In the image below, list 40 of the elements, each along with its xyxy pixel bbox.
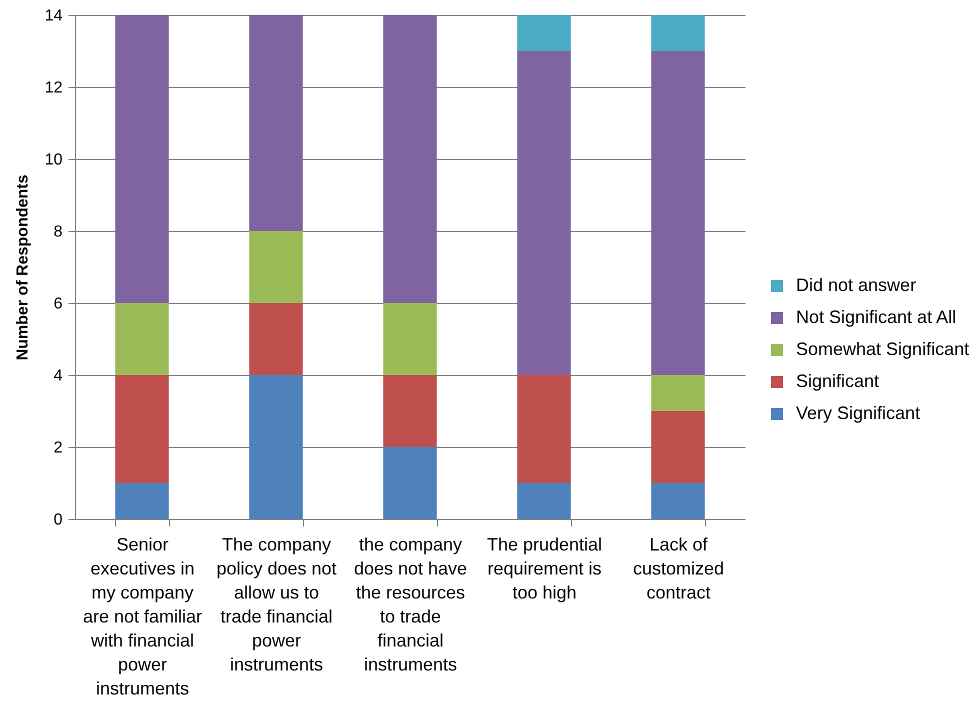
bar — [249, 375, 303, 519]
bar — [383, 375, 437, 447]
bar — [517, 51, 571, 375]
bar — [249, 15, 303, 231]
legend-label: Significant — [796, 371, 880, 391]
y-tick-label: 14 — [44, 8, 63, 24]
y-tick-label: 8 — [54, 224, 63, 240]
legend-label: Somewhat Significant — [796, 339, 970, 359]
y-tick-label: 6 — [54, 296, 63, 312]
bar — [383, 447, 437, 519]
bar — [651, 15, 705, 51]
legend-label: Very Significant — [796, 403, 920, 423]
y-tick-label: 10 — [44, 152, 63, 168]
bar — [651, 375, 705, 411]
bar — [115, 303, 169, 375]
legend-label: Not Significant at All — [796, 307, 956, 327]
bar — [115, 375, 169, 483]
bar — [249, 303, 303, 375]
x-tick-label: Senior executives in my company are not familiar with financial power instruments — [82, 534, 202, 698]
y-tick-label: 12 — [44, 80, 63, 96]
bar — [249, 231, 303, 303]
y-tick-label: 2 — [54, 440, 63, 456]
bar — [383, 303, 437, 375]
x-tick-label: the company does not have the resources to trade financial instruments — [354, 534, 468, 674]
x-tick-label: The company policy does not allow us to trade financial power instruments — [216, 534, 337, 674]
bar — [651, 411, 705, 483]
y-tick-label: 4 — [54, 368, 63, 384]
bar — [517, 375, 571, 483]
bar — [383, 15, 437, 303]
bar — [651, 51, 705, 375]
bar — [651, 483, 705, 519]
y-axis-title: Number of Respondents — [14, 174, 32, 360]
bar — [517, 483, 571, 519]
legend-label: Did not answer — [796, 275, 916, 295]
bar — [115, 15, 169, 303]
bar — [115, 483, 169, 519]
bar — [517, 15, 571, 51]
x-tick-label: The prudential requirement is too high — [486, 534, 602, 602]
y-tick-label: 0 — [54, 512, 63, 528]
x-tick-label: Lack of customized contract — [632, 534, 724, 602]
